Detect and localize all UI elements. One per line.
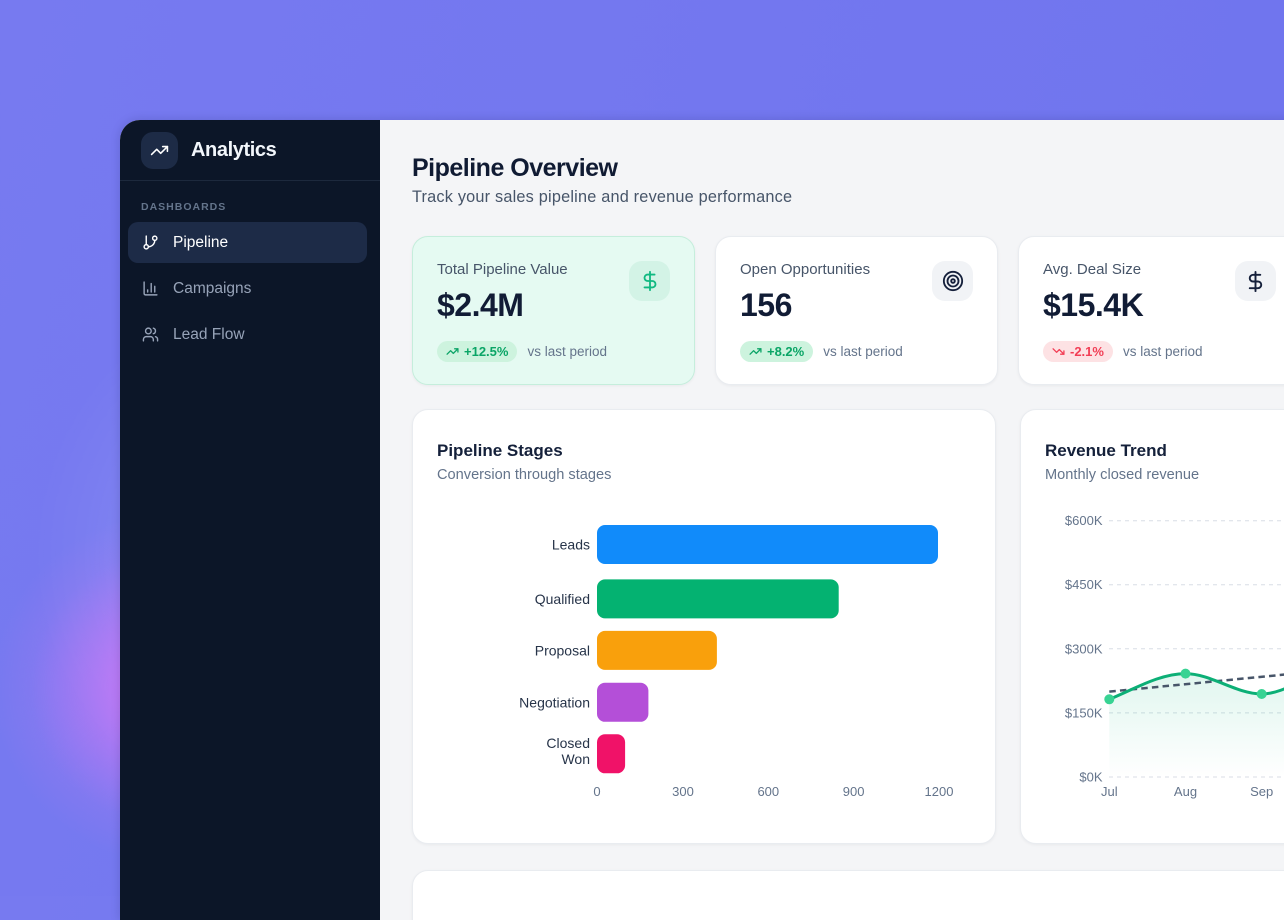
svg-text:Closed: Closed: [546, 735, 590, 751]
svg-text:Qualified: Qualified: [535, 591, 590, 607]
svg-text:600: 600: [757, 784, 779, 799]
svg-text:$0K: $0K: [1079, 770, 1102, 785]
svg-text:Jul: Jul: [1101, 784, 1118, 799]
svg-text:$600K: $600K: [1065, 513, 1103, 528]
svg-text:Proposal: Proposal: [535, 642, 590, 658]
svg-text:Aug: Aug: [1174, 784, 1197, 799]
svg-text:Won: Won: [561, 751, 590, 767]
svg-text:Negotiation: Negotiation: [519, 694, 590, 710]
svg-text:$150K: $150K: [1065, 705, 1103, 720]
svg-text:300: 300: [672, 784, 694, 799]
svg-text:0: 0: [593, 784, 600, 799]
svg-text:900: 900: [843, 784, 865, 799]
svg-text:Leads: Leads: [552, 537, 590, 553]
svg-text:1200: 1200: [925, 784, 954, 799]
svg-text:$300K: $300K: [1065, 641, 1103, 656]
svg-text:$450K: $450K: [1065, 577, 1103, 592]
svg-text:Sep: Sep: [1250, 784, 1273, 799]
